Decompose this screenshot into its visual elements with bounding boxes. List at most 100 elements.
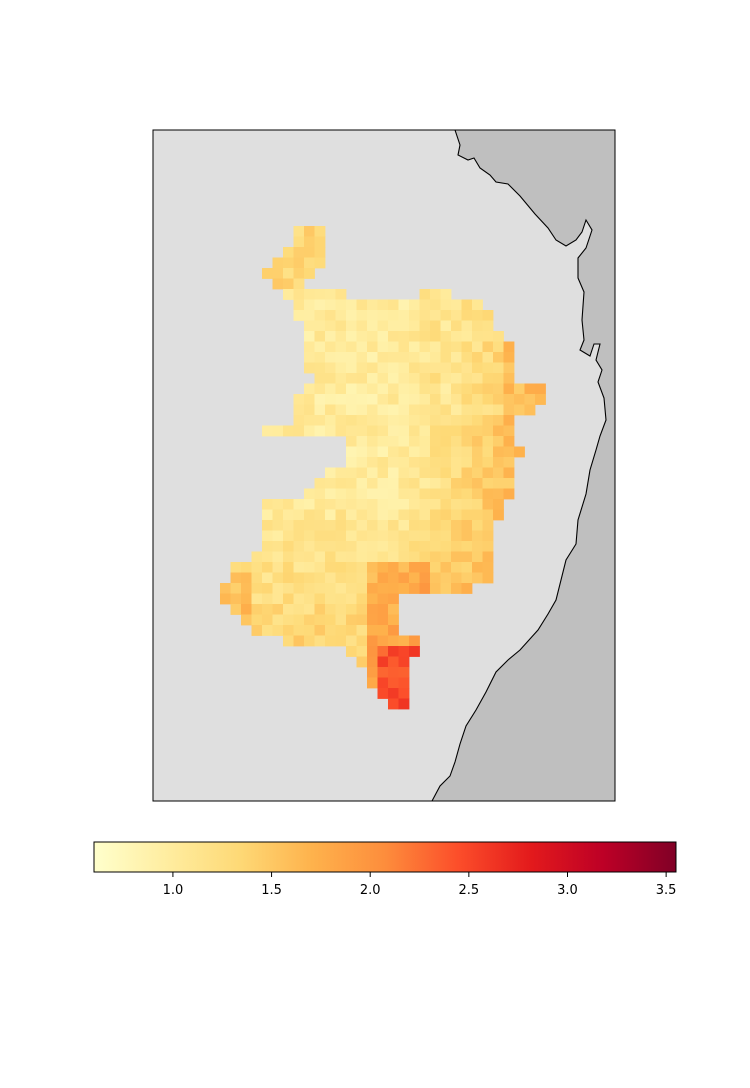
- land-beyond-coast: [432, 130, 615, 801]
- grid-cell: [388, 352, 399, 363]
- grid-cell: [335, 530, 347, 542]
- grid-cell: [356, 583, 368, 594]
- grid-cell: [283, 509, 294, 521]
- grid-cell: [493, 499, 504, 510]
- grid-cell: [409, 394, 420, 405]
- grid-cell: [346, 446, 357, 458]
- grid-cell: [482, 562, 494, 573]
- grid-cell: [388, 467, 399, 479]
- grid-cell: [472, 394, 483, 405]
- grid-cell: [377, 520, 389, 531]
- grid-cell: [377, 415, 389, 426]
- grid-cell: [430, 320, 441, 332]
- grid-cell: [398, 436, 410, 447]
- grid-cell: [325, 625, 336, 636]
- grid-cell: [377, 677, 389, 689]
- grid-cell: [346, 425, 357, 437]
- grid-cell: [503, 383, 515, 395]
- grid-cell: [262, 593, 273, 605]
- grid-cell: [503, 467, 515, 479]
- grid-cell: [398, 362, 410, 374]
- grid-cell: [377, 341, 389, 353]
- grid-cell: [335, 320, 347, 332]
- grid-cell: [440, 394, 452, 405]
- grid-cell: [430, 404, 441, 416]
- grid-cell: [304, 331, 315, 342]
- grid-cell: [493, 362, 504, 374]
- grid-cell: [314, 404, 326, 416]
- grid-cell: [272, 520, 284, 531]
- grid-cell: [409, 341, 420, 353]
- grid-cell: [451, 551, 462, 563]
- grid-cell: [451, 404, 462, 416]
- grid-cell: [335, 331, 347, 342]
- grid-cell: [493, 415, 504, 426]
- grid-cell: [419, 520, 431, 531]
- grid-cell: [283, 257, 294, 269]
- grid-cell: [472, 551, 483, 563]
- grid-cell: [461, 488, 473, 500]
- grid-cell: [377, 656, 389, 668]
- grid-cell: [472, 499, 483, 510]
- grid-cell: [325, 352, 336, 363]
- grid-cell: [293, 289, 305, 300]
- grid-cell: [293, 247, 305, 258]
- grid-cell: [398, 457, 410, 468]
- grid-cell: [325, 362, 336, 374]
- grid-cell: [440, 509, 452, 521]
- grid-cell: [482, 572, 494, 584]
- grid-cell: [440, 341, 452, 353]
- grid-cell: [377, 541, 389, 552]
- grid-cell: [356, 646, 368, 657]
- grid-cell: [461, 583, 473, 594]
- grid-cell: [314, 394, 326, 405]
- grid-cell: [325, 478, 336, 489]
- grid-cell: [335, 341, 347, 353]
- grid-cell: [293, 530, 305, 542]
- grid-cell: [314, 530, 326, 542]
- grid-cell: [304, 289, 315, 300]
- grid-cell: [377, 425, 389, 437]
- grid-cell: [283, 425, 294, 437]
- grid-cell: [419, 289, 431, 300]
- grid-cell: [356, 373, 368, 384]
- grid-cell: [451, 499, 462, 510]
- grid-cell: [377, 646, 389, 657]
- grid-cell: [367, 373, 378, 384]
- grid-cell: [388, 520, 399, 531]
- grid-cell: [262, 499, 273, 510]
- grid-cell: [293, 404, 305, 416]
- grid-cell: [461, 394, 473, 405]
- grid-cell: [493, 383, 504, 395]
- grid-cell: [293, 268, 305, 279]
- grid-cell: [409, 373, 420, 384]
- grid-cell: [419, 509, 431, 521]
- grid-cell: [293, 278, 305, 290]
- grid-cell: [230, 593, 242, 605]
- grid-cell: [451, 436, 462, 447]
- grid-cell: [524, 394, 536, 405]
- grid-cell: [419, 541, 431, 552]
- grid-cell: [419, 436, 431, 447]
- grid-cell: [461, 373, 473, 384]
- grid-cell: [314, 520, 326, 531]
- grid-cell: [388, 572, 399, 584]
- grid-cell: [472, 467, 483, 479]
- grid-cell: [461, 572, 473, 584]
- grid-cell: [304, 509, 315, 521]
- grid-cell: [461, 457, 473, 468]
- grid-cell: [472, 446, 483, 458]
- grid-cell: [367, 667, 378, 678]
- grid-cell: [356, 499, 368, 510]
- colorbar-tick-label: 1.0: [163, 883, 184, 898]
- grid-cell: [388, 688, 399, 699]
- grid-cell: [461, 446, 473, 458]
- grid-cell: [272, 278, 284, 290]
- grid-cell: [325, 320, 336, 332]
- grid-cell: [304, 541, 315, 552]
- grid-cell: [430, 478, 441, 489]
- grid-cell: [377, 604, 389, 615]
- grid-cell: [356, 488, 368, 500]
- grid-cell: [356, 656, 368, 668]
- grid-cell: [493, 436, 504, 447]
